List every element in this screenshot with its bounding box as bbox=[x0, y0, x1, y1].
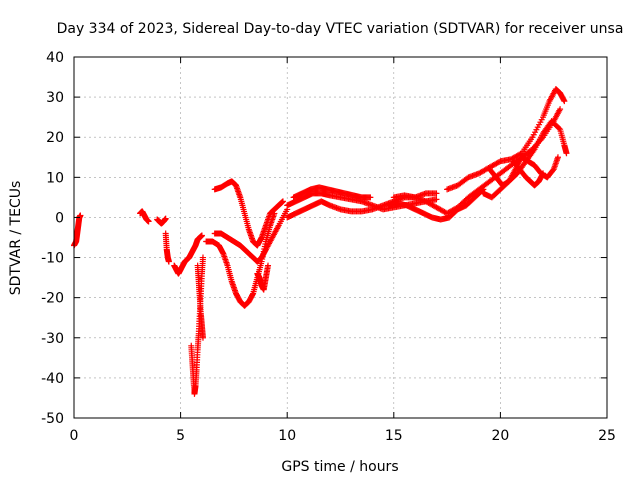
x-tick-label: 5 bbox=[176, 428, 185, 444]
series-arc-t bbox=[510, 158, 547, 189]
data-point bbox=[540, 170, 547, 177]
data-point bbox=[145, 218, 152, 225]
data-point bbox=[198, 232, 205, 239]
data-point bbox=[165, 258, 172, 265]
series-arc-n bbox=[290, 184, 374, 201]
y-tick-label: 0 bbox=[55, 210, 64, 226]
axis-ticks: -50 -40 -30 -20 -10 0 10 20 30 40 0 5 10 15 20 25 bbox=[41, 50, 616, 444]
data-point bbox=[162, 215, 169, 222]
y-tick-label: -40 bbox=[41, 371, 64, 387]
series-arc-b bbox=[137, 208, 152, 225]
series-arc-e bbox=[171, 232, 205, 277]
data-point bbox=[496, 159, 503, 166]
y-tick-label: -50 bbox=[41, 411, 64, 427]
x-axis-label: GPS time / hours bbox=[281, 459, 398, 475]
y-tick-label: 40 bbox=[46, 50, 64, 66]
series-arc-m bbox=[284, 190, 440, 221]
y-axis-label: SDTVAR / TECUs bbox=[8, 181, 24, 296]
series-arc-j bbox=[211, 178, 286, 249]
y-tick-label: -20 bbox=[41, 291, 64, 307]
series-arc-k bbox=[254, 262, 272, 293]
series-arc-i bbox=[211, 206, 291, 265]
data-point bbox=[433, 196, 440, 203]
data-points bbox=[71, 86, 570, 397]
data-point bbox=[557, 106, 564, 113]
data-point bbox=[554, 154, 561, 161]
data-point bbox=[561, 98, 568, 105]
data-point bbox=[199, 334, 206, 341]
data-point bbox=[563, 150, 570, 157]
data-point bbox=[265, 262, 272, 269]
data-point bbox=[199, 254, 206, 261]
data-point bbox=[279, 198, 286, 205]
data-point bbox=[77, 212, 84, 219]
grid bbox=[74, 57, 607, 418]
series-arc-c bbox=[154, 215, 169, 227]
x-tick-label: 10 bbox=[278, 428, 296, 444]
x-tick-label: 25 bbox=[598, 428, 616, 444]
x-tick-label: 20 bbox=[491, 428, 509, 444]
data-point bbox=[433, 190, 440, 197]
series-arc-d bbox=[162, 230, 172, 265]
series-arc-p bbox=[390, 106, 564, 217]
x-tick-label: 0 bbox=[70, 428, 79, 444]
y-tick-label: -10 bbox=[41, 251, 64, 267]
y-tick-label: 20 bbox=[46, 130, 64, 146]
chart-title: Day 334 of 2023, Sidereal Day-to-day VTE… bbox=[57, 21, 624, 37]
plot-frame bbox=[73, 56, 608, 419]
data-point bbox=[556, 125, 563, 132]
y-tick-label: 10 bbox=[46, 170, 64, 186]
data-point bbox=[367, 194, 374, 201]
y-tick-label: -30 bbox=[41, 331, 64, 347]
series-arc-g bbox=[194, 262, 206, 341]
y-tick-label: 30 bbox=[46, 90, 64, 106]
series-arc-o bbox=[386, 186, 487, 223]
x-tick-label: 15 bbox=[385, 428, 403, 444]
